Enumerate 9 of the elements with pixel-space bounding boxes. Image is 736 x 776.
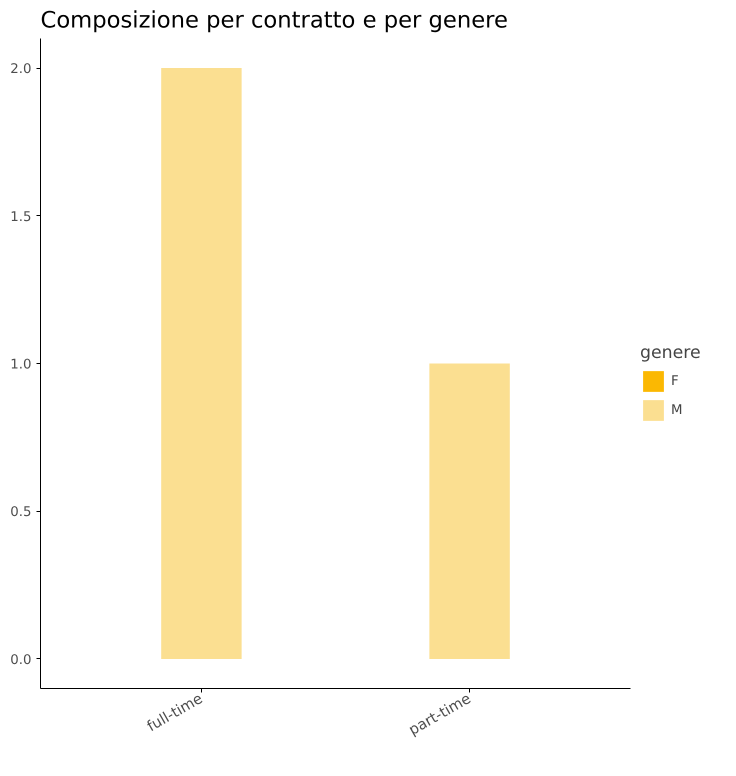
legend-title: genere xyxy=(640,343,701,363)
y-tick-label: 0.5 xyxy=(10,505,32,520)
y-tick-label: 1.5 xyxy=(10,210,32,225)
y-tick-label: 1.0 xyxy=(10,358,32,372)
y-tick-label: 2.0 xyxy=(10,62,32,78)
chart-title: Composizione per contratto e per genere xyxy=(40,8,508,34)
y-tick-label: 0.0 xyxy=(10,652,32,668)
legend-label: F xyxy=(671,374,680,388)
legend-label: M xyxy=(671,402,684,418)
